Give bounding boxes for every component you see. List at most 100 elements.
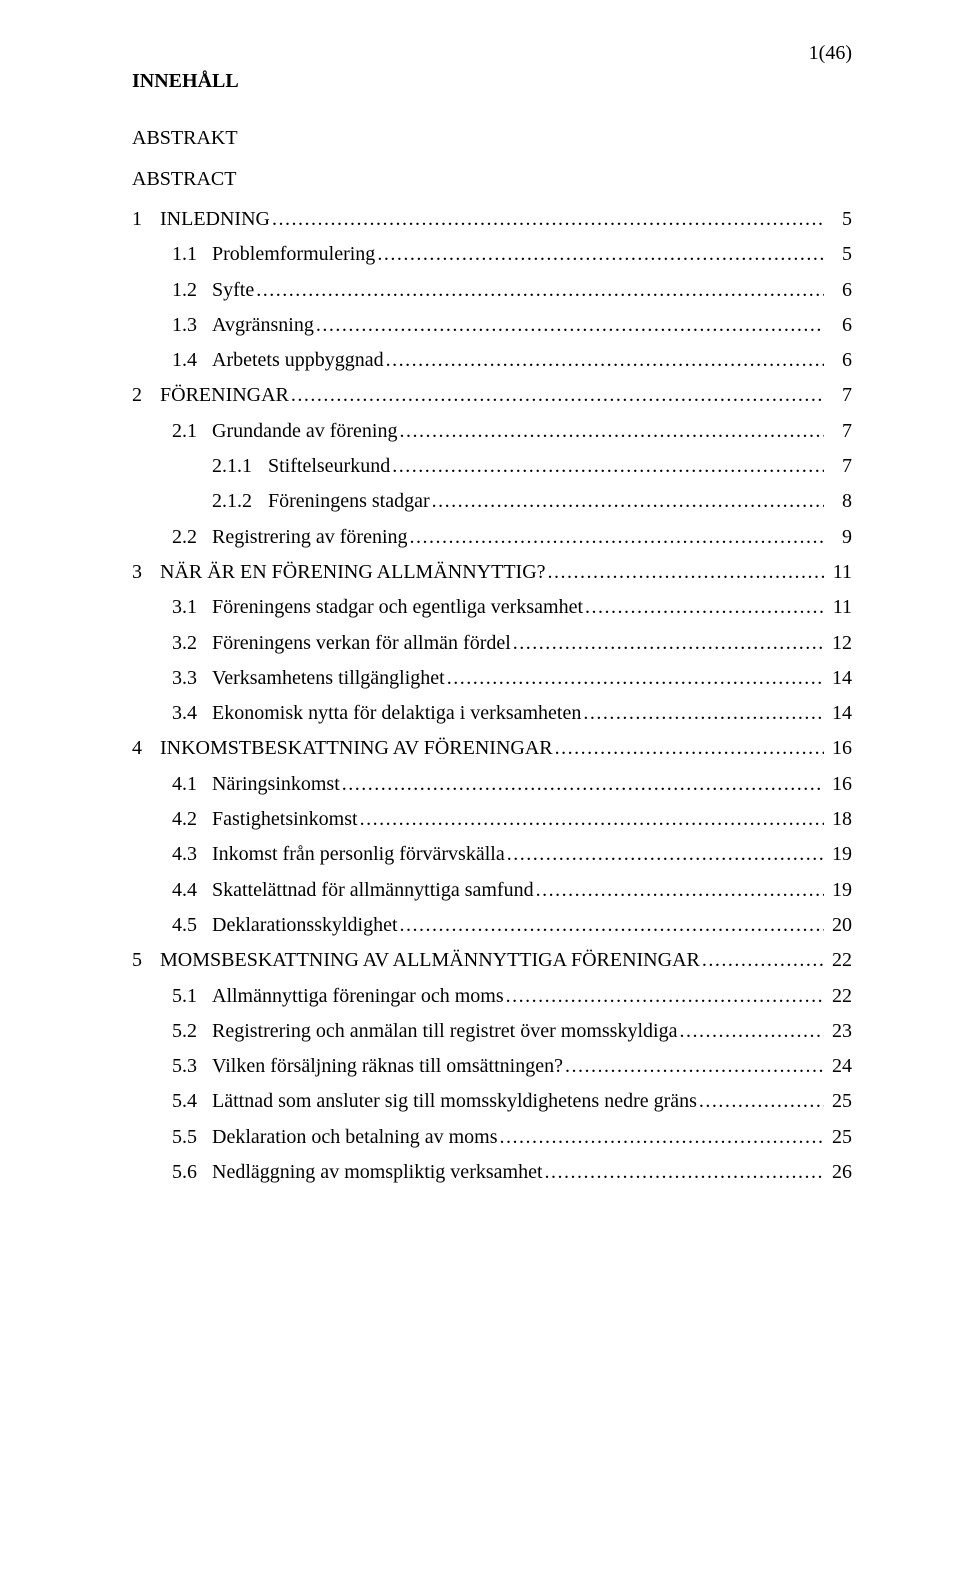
toc-entry-page: 7 xyxy=(824,385,852,405)
toc-entry: 2.1.2Föreningens stadgar8 xyxy=(132,491,852,511)
toc-dot-leader xyxy=(504,986,824,1006)
toc-entry: 5.6Nedläggning av momspliktig verksamhet… xyxy=(132,1162,852,1182)
toc-entry-number: 3 xyxy=(132,562,160,582)
toc-entry-label: Registrering och anmälan till registret … xyxy=(212,1021,677,1041)
toc-entry-number: 4.2 xyxy=(172,809,212,829)
toc-entry: 5MOMSBESKATTNING AV ALLMÄNNYTTIGA FÖRENI… xyxy=(132,950,852,970)
toc-entry-label: Stiftelseurkund xyxy=(268,456,390,476)
toc-entry-page: 16 xyxy=(824,774,852,794)
toc-entry-page: 6 xyxy=(824,280,852,300)
toc-entry-page: 7 xyxy=(824,421,852,441)
toc-entry: 1.3Avgränsning6 xyxy=(132,315,852,335)
toc-entry-label: Problemformulering xyxy=(212,244,375,264)
toc-entry-page: 22 xyxy=(824,986,852,1006)
toc-dot-leader xyxy=(700,950,824,970)
toc-entry-number: 4 xyxy=(132,738,160,758)
toc-entry-number: 4.5 xyxy=(172,915,212,935)
toc-entry: 2.1Grundande av förening 7 xyxy=(132,421,852,441)
toc-dot-leader xyxy=(553,738,824,758)
toc-dot-leader xyxy=(254,280,824,300)
toc-entry-page: 23 xyxy=(824,1021,852,1041)
front-matter-abstract: ABSTRACT xyxy=(132,168,852,191)
toc-entry-label: Avgränsning xyxy=(212,315,314,335)
table-of-contents: 1INLEDNING 5 1.1Problemformulering 5 1.2Syft… xyxy=(132,209,852,1182)
toc-entry-page: 25 xyxy=(824,1091,852,1111)
page-indicator: 1(46) xyxy=(809,42,852,65)
toc-dot-leader xyxy=(534,880,824,900)
toc-entry-page: 19 xyxy=(824,844,852,864)
toc-entry-label: Skattelättnad för allmännyttiga samfund xyxy=(212,880,534,900)
toc-entry-label: Lättnad som ansluter sig till momsskyldi… xyxy=(212,1091,697,1111)
toc-entry-number: 5.5 xyxy=(172,1127,212,1147)
toc-entry-number: 1 xyxy=(132,209,160,229)
toc-entry: 4.1Näringsinkomst16 xyxy=(132,774,852,794)
toc-entry: 4.4Skattelättnad för allmännyttiga samfu… xyxy=(132,880,852,900)
toc-entry: 2.2Registrering av förening9 xyxy=(132,527,852,547)
toc-entry-label: NÄR ÄR EN FÖRENING ALLMÄNNYTTIG? xyxy=(160,562,546,582)
toc-entry-number: 1.4 xyxy=(172,350,212,370)
toc-dot-leader xyxy=(445,668,824,688)
toc-entry: 1.4Arbetets uppbyggnad6 xyxy=(132,350,852,370)
toc-entry-page: 14 xyxy=(824,703,852,723)
toc-entry-page: 24 xyxy=(824,1056,852,1076)
toc-entry-page: 11 xyxy=(824,597,852,617)
toc-entry-number: 5 xyxy=(132,950,160,970)
toc-entry-number: 1.1 xyxy=(172,244,212,264)
toc-entry-number: 3.2 xyxy=(172,633,212,653)
toc-dot-leader xyxy=(358,809,824,829)
toc-entry: 4.5Deklarationsskyldighet20 xyxy=(132,915,852,935)
toc-entry: 3NÄR ÄR EN FÖRENING ALLMÄNNYTTIG? 11 xyxy=(132,562,852,582)
toc-dot-leader xyxy=(408,527,825,547)
toc-entry-page: 14 xyxy=(824,668,852,688)
toc-entry-label: Deklaration och betalning av moms xyxy=(212,1127,497,1147)
toc-entry-label: Nedläggning av momspliktig verksamhet xyxy=(212,1162,543,1182)
toc-entry-number: 2.1 xyxy=(172,421,212,441)
front-matter-abstrakt: ABSTRAKT xyxy=(132,127,852,150)
toc-dot-leader xyxy=(546,562,824,582)
toc-entry-label: Allmännyttiga föreningar och moms xyxy=(212,986,504,1006)
toc-entry-page: 19 xyxy=(824,880,852,900)
toc-entry-page: 26 xyxy=(824,1162,852,1182)
document-page: 1(46) INNEHÅLL ABSTRAKT ABSTRACT 1INLEDN… xyxy=(0,0,960,1571)
toc-entry-number: 1.3 xyxy=(172,315,212,335)
toc-entry-page: 6 xyxy=(824,350,852,370)
toc-dot-leader xyxy=(563,1056,824,1076)
toc-entry-label: Grundande av förening xyxy=(212,421,398,441)
toc-entry-label: Fastighetsinkomst xyxy=(212,809,358,829)
toc-entry-number: 2 xyxy=(132,385,160,405)
toc-entry: 5.2Registrering och anmälan till registr… xyxy=(132,1021,852,1041)
toc-entry-label: Föreningens stadgar xyxy=(268,491,430,511)
toc-entry-label: INLEDNING xyxy=(160,209,270,229)
toc-dot-leader xyxy=(270,209,824,229)
toc-dot-leader xyxy=(340,774,824,794)
toc-entry-label: Föreningens stadgar och egentliga verksa… xyxy=(212,597,583,617)
toc-entry-number: 5.3 xyxy=(172,1056,212,1076)
toc-dot-leader xyxy=(581,703,824,723)
toc-entry-page: 11 xyxy=(824,562,852,582)
toc-entry-number: 5.1 xyxy=(172,986,212,1006)
toc-entry-label: Ekonomisk nytta för delaktiga i verksamh… xyxy=(212,703,581,723)
toc-dot-leader xyxy=(314,315,824,335)
toc-entry-page: 16 xyxy=(824,738,852,758)
toc-entry: 5.4Lättnad som ansluter sig till momssky… xyxy=(132,1091,852,1111)
toc-entry-number: 3.1 xyxy=(172,597,212,617)
toc-entry-label: Näringsinkomst xyxy=(212,774,340,794)
toc-entry-number: 2.1.1 xyxy=(212,456,268,476)
toc-entry: 5.1Allmännyttiga föreningar och moms 22 xyxy=(132,986,852,1006)
toc-entry: 3.1Föreningens stadgar och egentliga ver… xyxy=(132,597,852,617)
toc-entry-number: 1.2 xyxy=(172,280,212,300)
toc-dot-leader xyxy=(677,1021,824,1041)
toc-dot-leader xyxy=(505,844,824,864)
toc-dot-leader xyxy=(398,421,825,441)
toc-entry-number: 4.3 xyxy=(172,844,212,864)
toc-entry: 2FÖRENINGAR7 xyxy=(132,385,852,405)
toc-dot-leader xyxy=(511,633,824,653)
toc-entry-label: Registrering av förening xyxy=(212,527,408,547)
toc-entry: 1.2Syfte6 xyxy=(132,280,852,300)
toc-entry: 2.1.1Stiftelseurkund7 xyxy=(132,456,852,476)
toc-dot-leader xyxy=(289,385,824,405)
toc-entry-page: 5 xyxy=(824,209,852,229)
toc-entry-number: 5.4 xyxy=(172,1091,212,1111)
toc-entry-label: Vilken försäljning räknas till omsättnin… xyxy=(212,1056,563,1076)
toc-dot-leader xyxy=(375,244,824,264)
